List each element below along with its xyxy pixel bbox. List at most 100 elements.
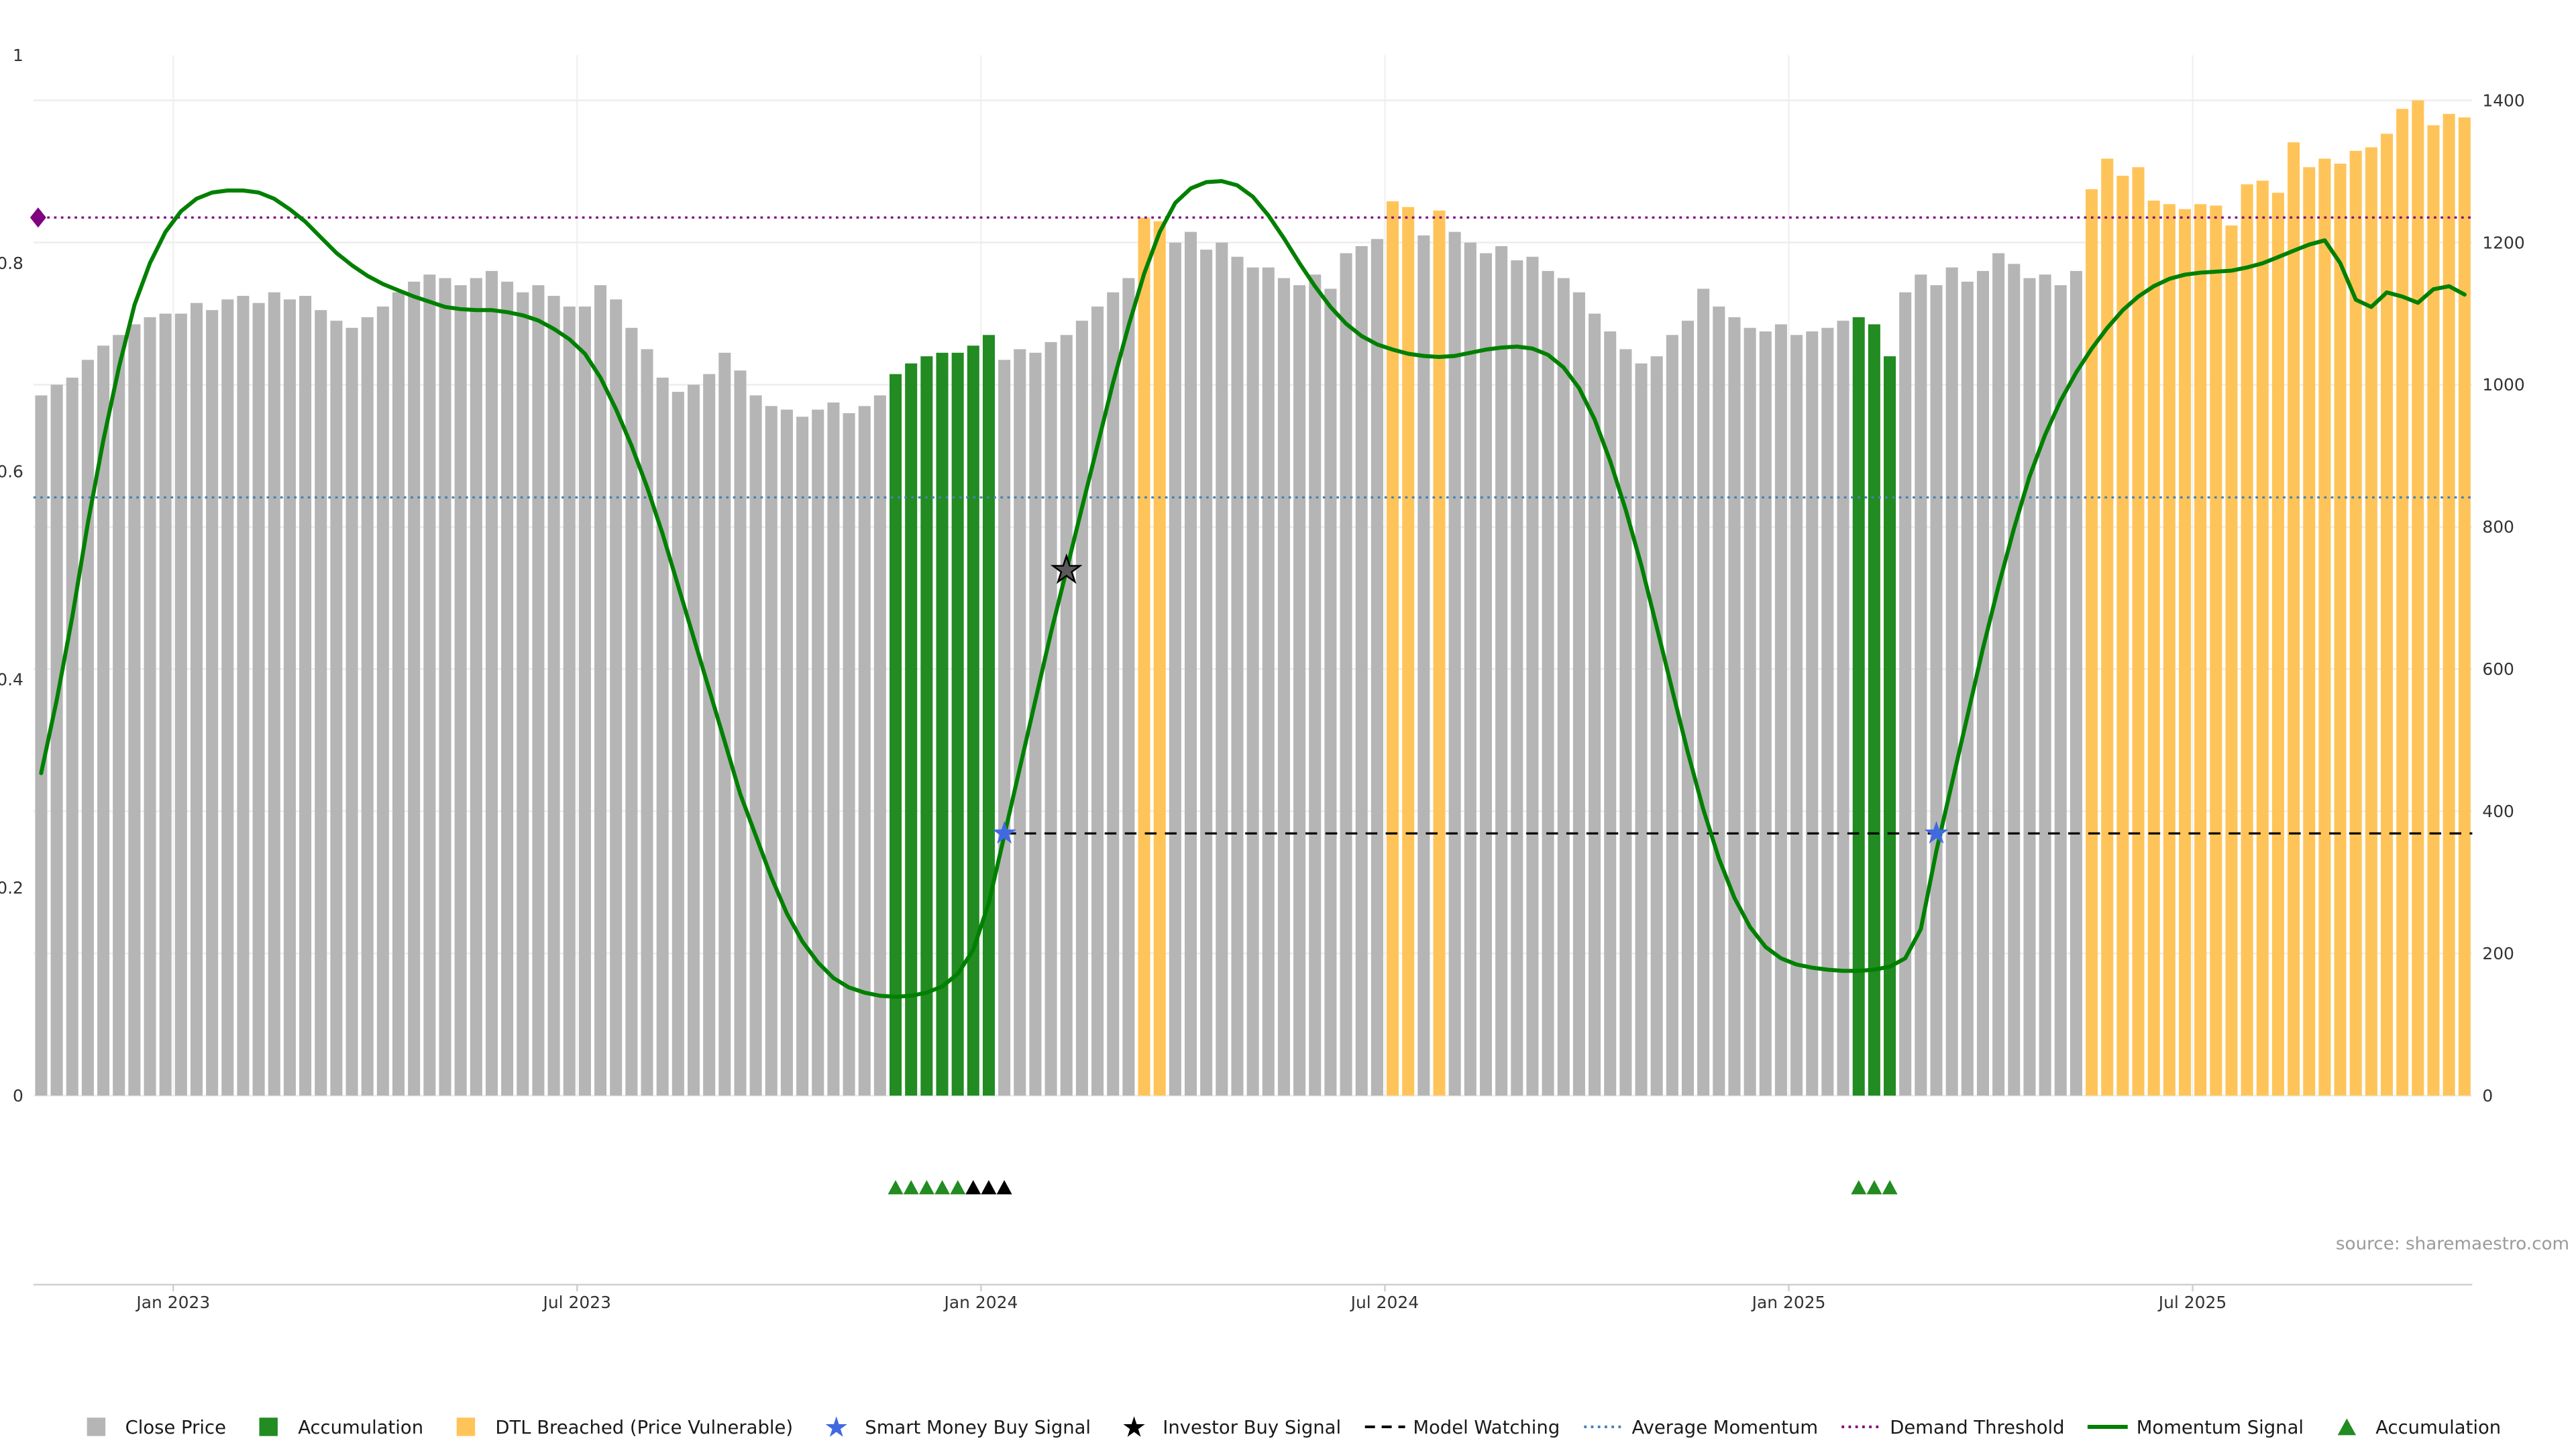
- close-price-bar: [97, 345, 110, 1096]
- dtl-breached-bar: [2380, 133, 2394, 1096]
- close-price-bar: [1495, 246, 1508, 1096]
- close-price-bar: [1806, 331, 1819, 1096]
- accumulation-triangle: [950, 1180, 966, 1195]
- close-price-bar: [2023, 278, 2036, 1096]
- source-attribution: source: sharemaestro.com: [2336, 1234, 2569, 1254]
- close-price-bar: [1464, 242, 1477, 1096]
- close-price-bar: [734, 370, 747, 1096]
- legend-label: DTL Breached (Price Vulnerable): [495, 1415, 794, 1438]
- investor-triangle: [996, 1180, 1012, 1195]
- dtl-breached-bar: [1387, 201, 1399, 1096]
- close-price-bar: [1231, 256, 1244, 1096]
- close-price-bar: [2008, 264, 2021, 1096]
- close-price-bar: [1713, 306, 1725, 1096]
- legend-item-accumulation-bar: Accumulation: [248, 1415, 423, 1439]
- accumulation-triangle: [934, 1180, 951, 1195]
- close-price-bar: [578, 306, 591, 1096]
- close-price-bar: [283, 299, 296, 1096]
- close-price-bar: [1837, 321, 1849, 1096]
- right-axis-tick-label: 400: [2482, 802, 2514, 821]
- accumulation-bar: [936, 352, 949, 1096]
- accumulation-marker-icon: [2338, 1418, 2357, 1436]
- smart-money-buy-signal-icon: [825, 1416, 848, 1437]
- dtl-breached-bar: [2427, 125, 2440, 1096]
- close-price-bar: [1542, 270, 1554, 1096]
- investor-triangle: [981, 1180, 997, 1195]
- close-price-bar: [1557, 278, 1570, 1096]
- smart-money-buy-star: [992, 820, 1016, 844]
- close-price-icon: [87, 1417, 105, 1436]
- close-price-bar: [1945, 267, 1958, 1096]
- close-price-bar: [1200, 250, 1213, 1096]
- left-axis-tick-label: 0.4: [0, 670, 23, 690]
- chart-legend: Close Price Accumulation DTL Breached (Pri…: [0, 1415, 2576, 1439]
- close-price-bar: [812, 409, 824, 1096]
- legend-label: Accumulation: [2375, 1415, 2502, 1438]
- right-axis-tick-label: 1000: [2482, 375, 2524, 394]
- close-price-bar: [1107, 292, 1120, 1096]
- investor-buy-signal-icon: [1123, 1416, 1146, 1437]
- close-price-bar: [144, 317, 156, 1096]
- legend-label: Close Price: [125, 1415, 226, 1438]
- legend-item-close-price: Close Price: [75, 1415, 226, 1439]
- close-price-bar: [1371, 239, 1383, 1096]
- close-price-bar: [81, 360, 94, 1096]
- legend-label: Model Watching: [1413, 1415, 1560, 1438]
- close-price-bar: [1340, 253, 1352, 1096]
- close-price-bar: [190, 303, 203, 1096]
- close-price-bar: [423, 274, 436, 1096]
- right-axis-tick-label: 1400: [2482, 91, 2524, 110]
- dtl-breached-bar: [2349, 150, 2362, 1096]
- dtl-breached-bar: [2412, 100, 2424, 1096]
- price-momentum-chart: 0 0.2 0.4 0.6 0.8 1 0 200 400 600 800 1000 1200 1400 J…: [0, 46, 2569, 1312]
- close-price-bar: [1417, 235, 1430, 1096]
- close-price-bar: [361, 317, 374, 1096]
- legend-label: Momentum Signal: [2136, 1415, 2304, 1438]
- close-price-bar: [252, 303, 265, 1096]
- legend-label: Investor Buy Signal: [1163, 1415, 1342, 1438]
- left-axis-tick-label: 0.8: [0, 254, 23, 273]
- close-price-bar: [1060, 335, 1073, 1096]
- close-price-bar: [517, 292, 529, 1096]
- x-axis-tick-label: Jan 2025: [1751, 1293, 1826, 1312]
- close-price-bar: [1976, 270, 1989, 1096]
- close-price-bar: [237, 296, 250, 1096]
- legend-item-average-momentum: Average Momentum: [1582, 1415, 1818, 1439]
- demand-threshold-marker: [30, 207, 46, 228]
- momentum-signal-line: [39, 179, 2467, 999]
- close-price-bar: [1635, 363, 1648, 1096]
- close-price-bar: [2039, 274, 2051, 1096]
- close-price-bar: [1604, 331, 1617, 1096]
- close-price-bar: [1184, 231, 1197, 1096]
- close-price-bar: [1262, 267, 1275, 1096]
- dtl-breached-bar: [2365, 147, 2377, 1096]
- close-price-bar: [796, 417, 809, 1096]
- close-price-bar: [1169, 242, 1181, 1096]
- close-price-bar: [1619, 349, 1632, 1096]
- close-price-bar: [827, 402, 840, 1096]
- close-price-bar: [780, 409, 793, 1096]
- dtl-breached-bar: [1433, 210, 1446, 1096]
- close-price-bar: [858, 406, 871, 1096]
- close-price-bar: [1681, 321, 1695, 1096]
- close-price-bar: [1759, 331, 1772, 1096]
- right-axis-tick-label: 0: [2482, 1086, 2493, 1106]
- accumulation-bar: [920, 356, 933, 1096]
- dtl-breached-bar: [2194, 204, 2207, 1096]
- close-price-bar: [1774, 324, 1787, 1096]
- accumulation-triangle: [888, 1180, 904, 1195]
- dtl-breached-bar: [2086, 189, 2098, 1096]
- right-axis-tick-label: 1200: [2482, 233, 2524, 252]
- close-price-bar: [1666, 335, 1678, 1096]
- close-price-bar: [1511, 260, 1523, 1096]
- close-price-bar: [50, 384, 63, 1096]
- close-price-bar: [35, 395, 48, 1096]
- accumulation-triangle: [1851, 1180, 1867, 1195]
- close-price-bar: [1961, 281, 1974, 1096]
- accumulation-bar: [1868, 324, 1880, 1096]
- average-momentum-icon: [1583, 1425, 1623, 1428]
- close-price-bar: [159, 313, 172, 1096]
- close-price-bar: [610, 299, 623, 1096]
- accumulation-bar-icon: [259, 1417, 278, 1436]
- close-price-bar: [1091, 306, 1104, 1096]
